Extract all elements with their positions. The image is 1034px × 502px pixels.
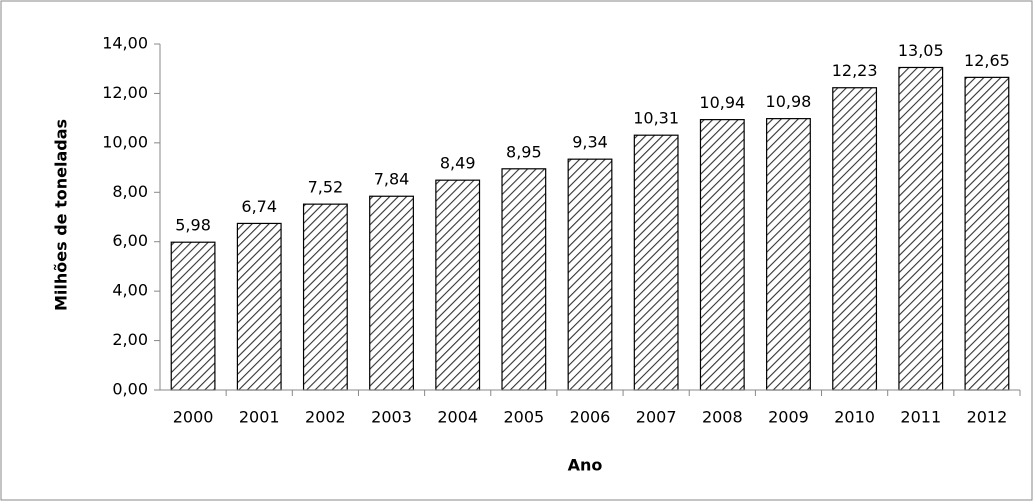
y-tick-label: 0,00: [112, 380, 148, 399]
data-label: 12,65: [964, 51, 1010, 70]
x-tick-label: 2004: [437, 408, 478, 427]
bar: [236, 222, 282, 391]
data-label: 12,23: [832, 61, 878, 80]
x-tick-label: 2010: [834, 408, 875, 427]
y-tick-label: 2,00: [112, 330, 148, 349]
x-tick-label: 2000: [173, 408, 214, 427]
x-tick-label: 2006: [570, 408, 611, 427]
bar: [699, 119, 745, 391]
x-tick-label: 2012: [967, 408, 1008, 427]
bar: [435, 179, 481, 391]
data-label: 13,05: [898, 41, 944, 60]
data-label: 8,49: [440, 154, 476, 173]
y-tick-label: 8,00: [112, 182, 148, 201]
y-tick-label: 14,00: [102, 34, 148, 53]
x-tick-label: 2003: [371, 408, 412, 427]
data-label: 10,98: [766, 92, 812, 111]
x-tick-label: 2007: [636, 408, 677, 427]
bar: [170, 241, 216, 391]
x-tick-label: 2008: [702, 408, 743, 427]
x-tick-label: 2001: [239, 408, 280, 427]
bar: [567, 158, 613, 391]
bar: [898, 66, 944, 391]
bar: [501, 168, 547, 391]
x-tick-label: 2005: [503, 408, 544, 427]
x-axis-title: Ano: [568, 456, 603, 475]
bar: [766, 118, 811, 391]
bar: [964, 76, 1010, 391]
bar: [633, 134, 679, 391]
x-tick-label: 2011: [900, 408, 941, 427]
y-tick-label: 10,00: [102, 132, 148, 151]
data-label: 7,84: [374, 170, 410, 189]
data-label: 5,98: [175, 216, 211, 235]
data-label: 10,94: [699, 93, 745, 112]
y-tick-label: 12,00: [102, 83, 148, 102]
bar: [832, 87, 878, 391]
bar: [302, 203, 348, 391]
x-tick-label: 2009: [768, 408, 809, 427]
data-label: 8,95: [506, 142, 542, 161]
y-axis-title: Milhões de toneladas: [52, 119, 71, 311]
x-tick-label: 2002: [305, 408, 346, 427]
y-tick-label: 6,00: [112, 231, 148, 250]
bar: [369, 195, 414, 391]
data-label: 9,34: [572, 133, 608, 152]
data-label: 10,31: [633, 109, 679, 128]
y-tick-label: 4,00: [112, 281, 148, 300]
data-label: 7,52: [308, 178, 344, 197]
data-label: 6,74: [241, 197, 277, 216]
